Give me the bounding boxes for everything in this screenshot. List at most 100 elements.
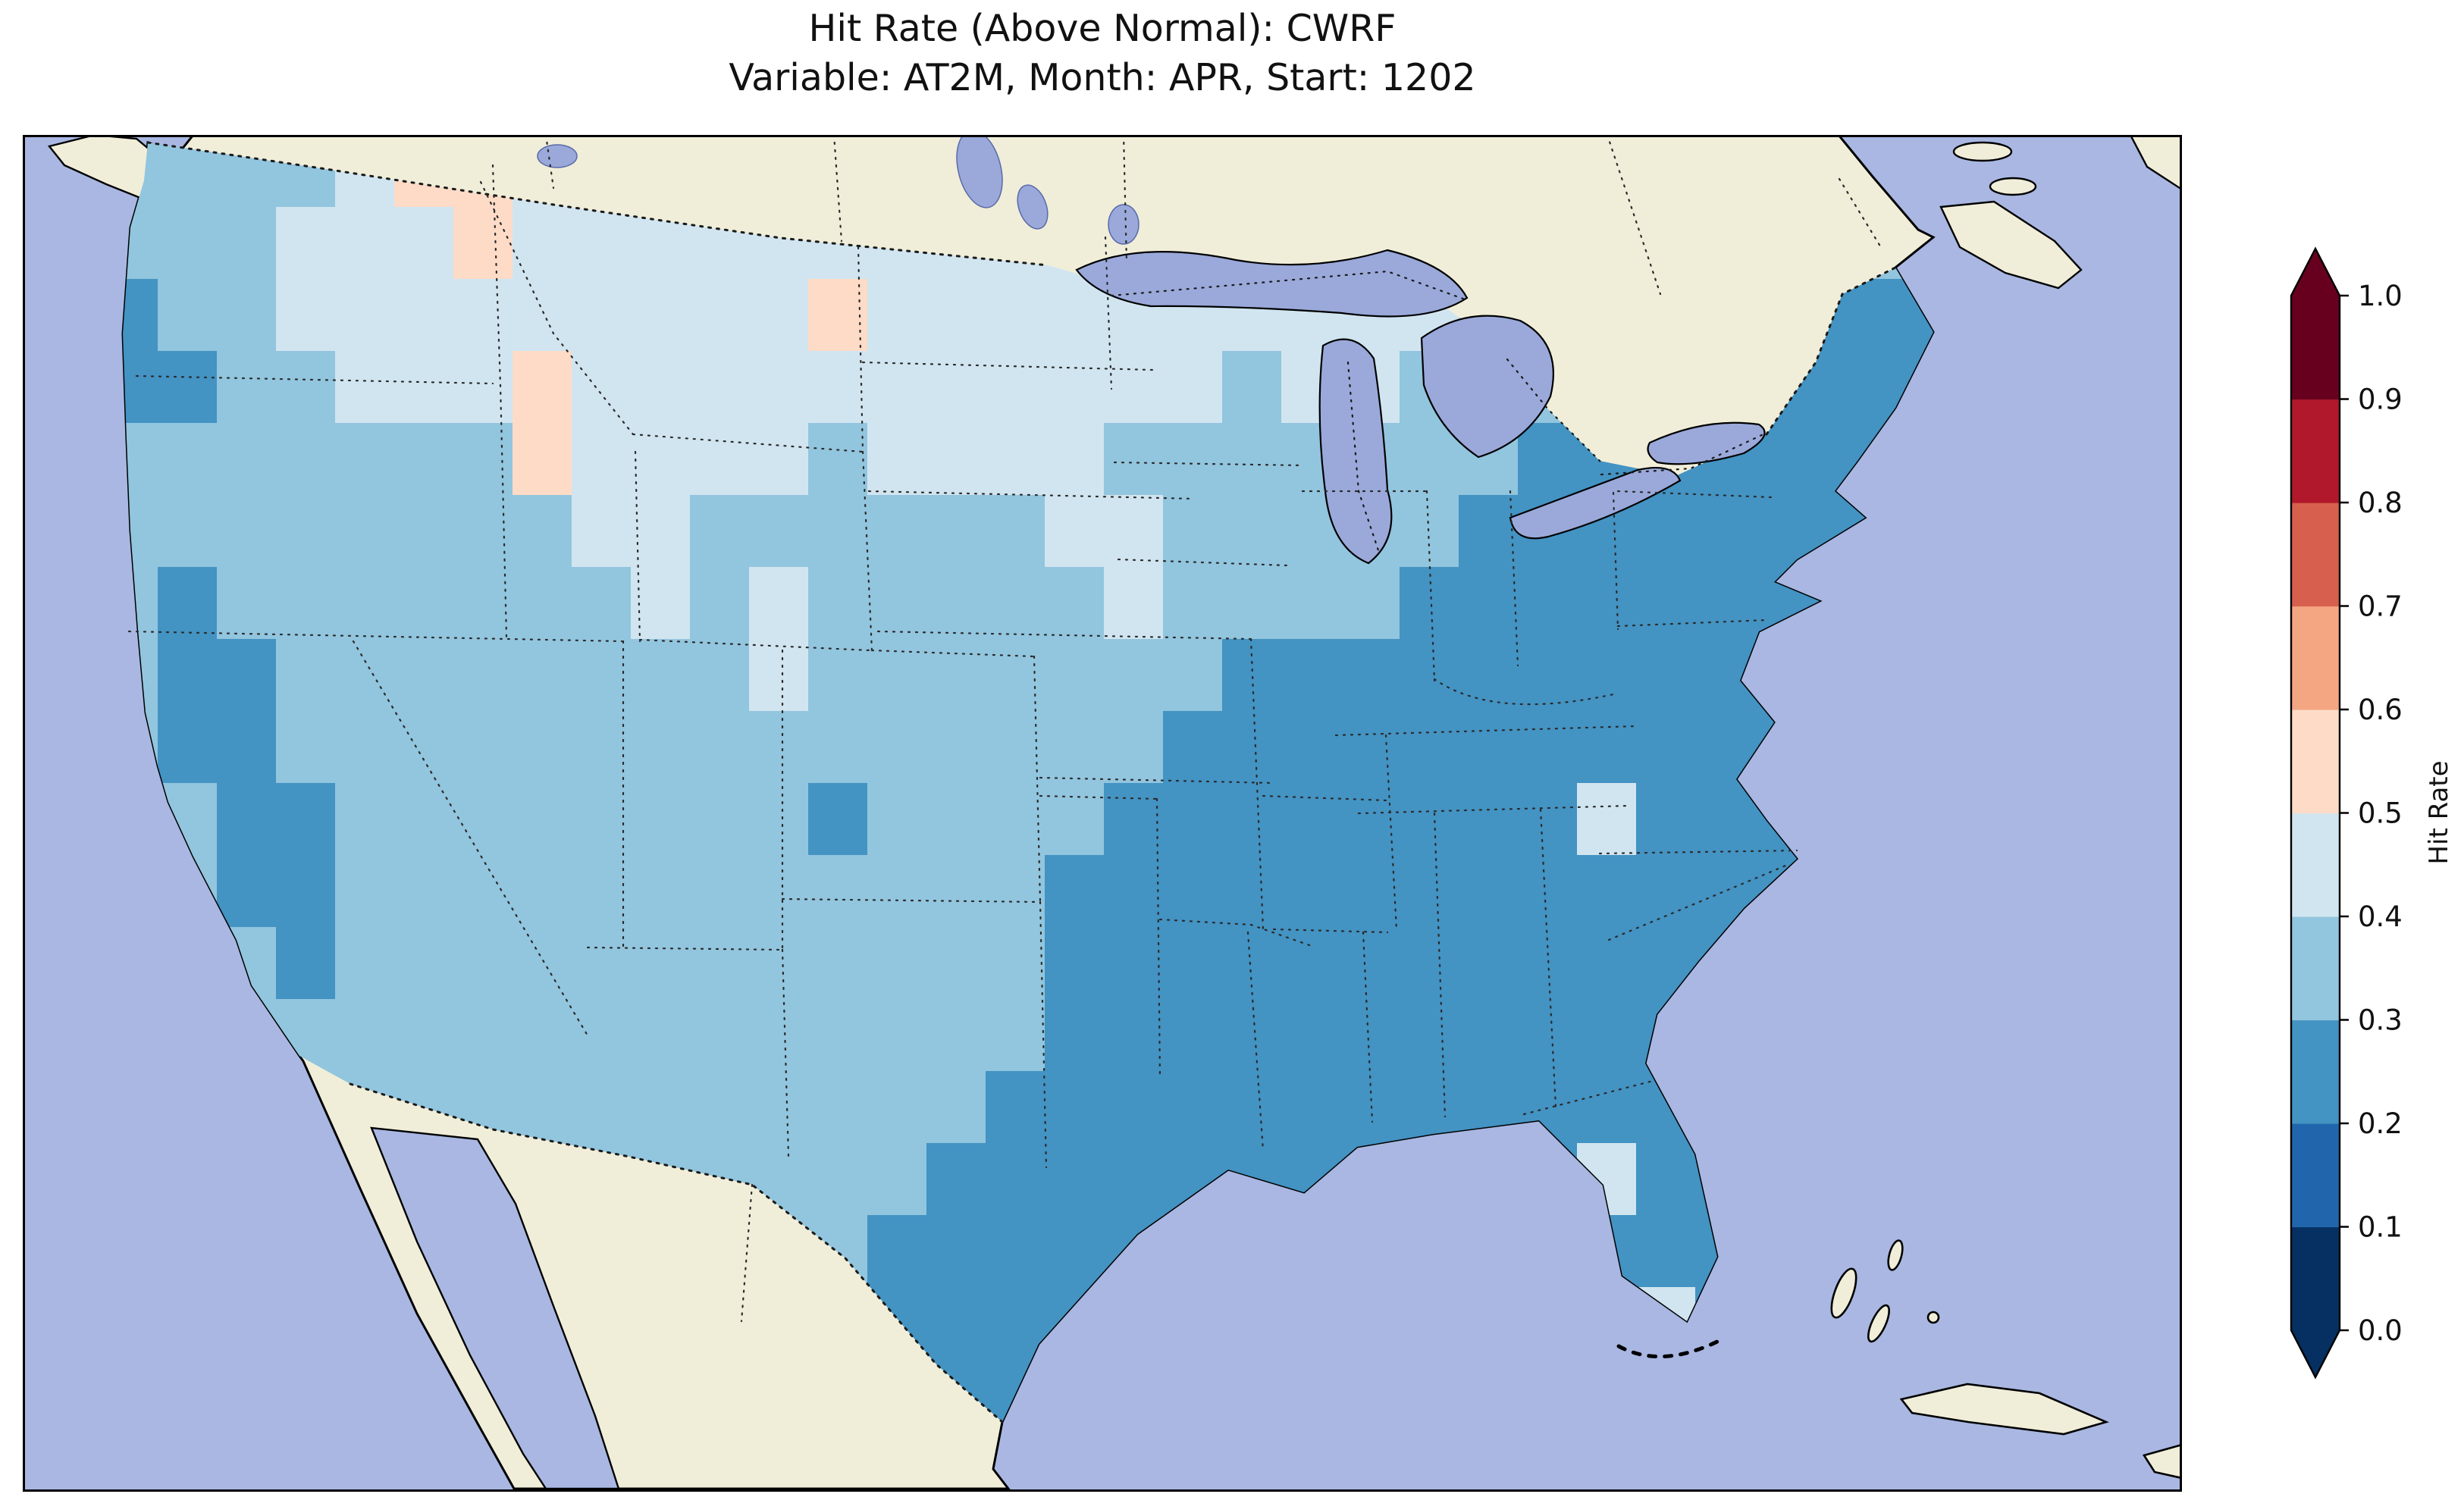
grid-cell <box>572 927 632 1000</box>
grid-cell <box>1577 1071 1637 1144</box>
grid-cell <box>158 423 218 496</box>
grid-cell <box>1636 639 1696 712</box>
grid-cell <box>1400 711 1459 784</box>
grid-cell <box>690 279 750 352</box>
colorbar-tick-label: 0.5 <box>2358 797 2403 830</box>
grid-cell <box>1281 999 1341 1072</box>
grid-cell <box>1163 783 1223 856</box>
grid-cell <box>1459 855 1519 928</box>
colorbar-tick-label: 0.0 <box>2358 1314 2403 1347</box>
grid-cell <box>749 711 809 784</box>
grid-cell <box>1459 927 1519 1000</box>
grid-cell <box>1577 783 1637 856</box>
grid-cell <box>1400 639 1459 712</box>
lake-manitoba <box>1017 184 1049 230</box>
grid-cell <box>1104 999 1164 1072</box>
grid-cell <box>1163 495 1223 568</box>
grid-cell <box>1045 999 1105 1072</box>
grid-cell <box>1045 639 1105 712</box>
grid-cell <box>867 423 927 496</box>
grid-cell <box>572 495 632 568</box>
grid-cell <box>1459 567 1519 640</box>
grid-cell <box>1400 1071 1459 1144</box>
grid-cell <box>986 711 1045 784</box>
grid-cell <box>513 567 572 640</box>
grid-cell <box>1104 711 1164 784</box>
grid-cell <box>1400 783 1459 856</box>
andros-island <box>1830 1267 1857 1319</box>
grid-cell <box>453 495 513 568</box>
grid-cell <box>1045 1215 1105 1288</box>
grid-cell <box>1045 351 1105 424</box>
grid-cell <box>1104 783 1164 856</box>
grid-cell <box>690 927 750 1000</box>
grid-cell <box>513 495 572 568</box>
grid-cell <box>926 495 986 568</box>
grid-cell <box>1222 567 1282 640</box>
grid-cell <box>986 999 1045 1072</box>
grid-cell <box>1636 783 1696 856</box>
grid-cell <box>276 639 336 712</box>
grid-cell <box>1636 855 1696 928</box>
grid-cell <box>986 567 1045 640</box>
lake-michigan <box>1318 338 1393 565</box>
grid-cell <box>276 711 336 784</box>
colorbar-tick-label: 0.8 <box>2358 487 2403 519</box>
grid-cell <box>749 783 809 856</box>
colorbar-bands <box>2291 296 2340 1331</box>
grid-cell <box>926 927 986 1000</box>
grid-cell <box>1222 1071 1282 1144</box>
grid-cell <box>276 567 336 640</box>
grid-cell <box>394 423 454 496</box>
grid-cell <box>808 855 868 928</box>
grid-cell <box>690 855 750 928</box>
grid-cell <box>217 783 277 856</box>
grid-cell <box>1814 351 1873 424</box>
colorbar-ticks: 0.0 0.1 0.2 0.3 0.4 0.5 0.6 0.7 0.8 0.9 1.0 <box>2340 280 2403 1347</box>
gulf-of-california <box>370 1126 620 1490</box>
grid-cell <box>513 783 572 856</box>
colorbar: 0.0 0.1 0.2 0.3 0.4 0.5 0.6 0.7 0.8 0.9 1.0 Hit Ra… <box>2290 246 2454 1380</box>
grid-cell <box>1577 711 1637 784</box>
grid-cell <box>217 495 277 568</box>
grid-cell <box>1400 495 1459 568</box>
florida-keys <box>1616 1339 1719 1359</box>
grid-cell <box>808 999 868 1072</box>
grid-cell <box>1400 567 1459 640</box>
grid-cell <box>867 279 927 352</box>
grid-cell <box>1636 1215 1696 1288</box>
grid-cell <box>1281 927 1341 1000</box>
grid-cell <box>926 567 986 640</box>
grid-cell <box>276 351 336 424</box>
us-canada-border <box>146 141 1897 436</box>
grid-cell <box>1104 855 1164 928</box>
grid-cell <box>1045 495 1105 568</box>
grid-cell <box>631 495 691 568</box>
lake-of-the-woods <box>1108 204 1140 245</box>
grid-cell <box>1459 783 1519 856</box>
anticosti-island <box>1952 141 2013 162</box>
grid-cell <box>1163 711 1223 784</box>
grid-cell <box>808 1071 868 1144</box>
canada-mexico-internal-borders <box>544 135 1883 1323</box>
grid-cell <box>1045 855 1105 928</box>
grid-cell <box>1222 423 1282 496</box>
grid-cell <box>808 567 868 640</box>
grid-cell <box>335 495 395 568</box>
grid-cell <box>867 351 927 424</box>
grid-cell <box>217 567 277 640</box>
lake-winnipeg <box>956 135 1003 208</box>
grid-cell <box>1400 927 1459 1000</box>
grid-cell <box>394 639 454 712</box>
grid-cell <box>572 783 632 856</box>
grid-cell <box>631 423 691 496</box>
grid-cell <box>1163 351 1223 424</box>
grid-cell <box>1340 1071 1400 1144</box>
grid-cell <box>335 423 395 496</box>
grid-cell <box>335 351 395 424</box>
grid-cell <box>276 279 336 352</box>
grid-cell <box>1636 495 1696 568</box>
colorbar-under-arrow <box>2291 1330 2340 1377</box>
grid-cell <box>1577 927 1637 1000</box>
